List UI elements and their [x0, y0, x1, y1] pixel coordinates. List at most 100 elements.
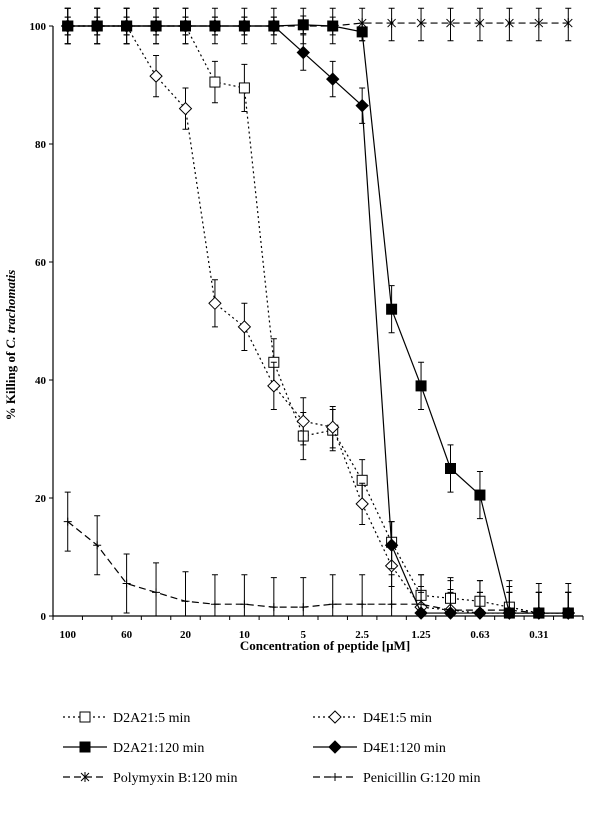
y-tick-label-40: 40 [35, 375, 47, 387]
point-4-2 [122, 21, 131, 31]
series-line-0 [67, 25, 569, 614]
point-4-4 [181, 21, 190, 31]
legend-marker-2 [79, 741, 91, 753]
x-tick-label-5: 2.5 [355, 629, 369, 641]
series-5 [63, 491, 573, 618]
point-5-5 [210, 600, 219, 609]
point-4-12 [416, 18, 426, 29]
point-5-12 [417, 600, 426, 609]
error-bar-5-4 [182, 571, 189, 617]
series-line-4 [67, 22, 569, 27]
x-tick-label-4: 5 [301, 629, 307, 641]
point-1-3 [149, 69, 163, 83]
point-4-16 [534, 18, 544, 29]
series-3 [61, 16, 575, 620]
legend-label-4: Polymyxin B:120 min [113, 771, 237, 786]
series-1 [61, 7, 575, 620]
point-3-8 [296, 45, 310, 60]
point-3-11 [384, 538, 399, 552]
point-5-14 [475, 606, 484, 615]
point-5-1 [93, 541, 102, 550]
legend-label-3: D4E1:120 min [363, 741, 446, 756]
point-4-1 [92, 21, 102, 31]
legend-item-3: D4E1:120 min [313, 740, 446, 756]
point-4-5 [210, 21, 220, 31]
point-5-13 [446, 606, 455, 615]
point-5-2 [122, 579, 131, 588]
legend: D2A21:5 min D4E1:5 min D2A21:120 min D4E1:1… [63, 710, 480, 786]
point-2-12 [415, 380, 427, 392]
point-4-7 [269, 21, 279, 31]
point-4-13 [446, 18, 455, 29]
x-tick-label-3: 10 [239, 629, 251, 641]
point-0-6 [238, 82, 250, 94]
point-4-3 [151, 21, 161, 31]
point-3-9 [326, 72, 340, 86]
legend-marker-3 [328, 740, 342, 754]
legend-marker-4 [80, 772, 90, 782]
point-4-15 [505, 18, 514, 29]
point-5-6 [240, 600, 249, 609]
point-4-10 [357, 18, 367, 29]
x-tick-label-7: 0.63 [470, 629, 490, 641]
point-3-10 [355, 98, 369, 113]
y-tick-label-20: 20 [35, 493, 47, 505]
y-tick-label-80: 80 [35, 139, 47, 151]
point-2-13 [445, 463, 456, 474]
chart-marks [61, 7, 575, 620]
series-4 [63, 7, 573, 45]
series-2 [62, 15, 574, 619]
point-5-15 [505, 606, 514, 615]
legend-label-1: D4E1:5 min [363, 711, 432, 726]
error-bar-5-5 [211, 574, 218, 617]
x-tick-label-8: 0.31 [529, 629, 548, 641]
legend-label-0: D2A21:5 min [113, 711, 190, 726]
point-4-9 [328, 21, 338, 31]
point-5-3 [152, 588, 161, 597]
point-5-16 [534, 609, 543, 618]
point-4-8 [298, 21, 308, 31]
tick-labels: 0 20 40 60 80 100 100 60 20 10 5 2.5 1.25 0.63 0.31 [30, 21, 549, 641]
point-2-14 [474, 489, 486, 501]
legend-marker-0 [79, 711, 91, 723]
point-2-11 [386, 303, 398, 315]
legend-item-4: Polymyxin B:120 min [63, 771, 237, 786]
point-1-8 [296, 414, 310, 429]
legend-item-1: D4E1:5 min [313, 710, 432, 726]
series-line-1 [67, 25, 569, 614]
point-5-17 [564, 609, 573, 618]
error-bar-5-9 [329, 574, 336, 617]
point-1-9 [326, 420, 340, 434]
point-1-7 [267, 379, 281, 393]
point-1-6 [237, 320, 252, 334]
series-line-2 [67, 24, 569, 614]
legend-marker-1 [328, 710, 342, 724]
x-axis-title: Concentration of peptide [µM] [240, 638, 410, 653]
series-line-5 [67, 521, 569, 614]
legend-label-5: Penicillin G:120 min [363, 771, 480, 786]
y-axis-title: % Killing of C. trachomatis [3, 270, 18, 421]
point-4-0 [63, 21, 73, 31]
point-4-6 [240, 21, 249, 31]
y-tick-label-100: 100 [30, 21, 47, 33]
point-1-10 [355, 497, 369, 511]
error-bar-5-12 [418, 574, 425, 617]
legend-label-2: D2A21:120 min [113, 741, 204, 756]
error-bar-5-6 [241, 574, 248, 617]
point-4-17 [563, 18, 573, 29]
point-0-5 [209, 76, 221, 88]
point-5-8 [299, 603, 308, 612]
x-tick-label-1: 60 [121, 629, 133, 641]
point-5-11 [387, 600, 396, 609]
x-tick-label-2: 20 [180, 629, 192, 641]
point-1-5 [208, 296, 222, 311]
y-axis-title-organism: C. trachomatis [3, 270, 18, 349]
error-bar-5-11 [388, 574, 395, 617]
y-tick-label-0: 0 [41, 611, 47, 623]
point-1-4 [178, 101, 193, 116]
point-5-4 [181, 597, 190, 606]
legend-item-2: D2A21:120 min [63, 741, 204, 756]
point-5-7 [269, 603, 278, 612]
point-4-14 [475, 18, 485, 29]
